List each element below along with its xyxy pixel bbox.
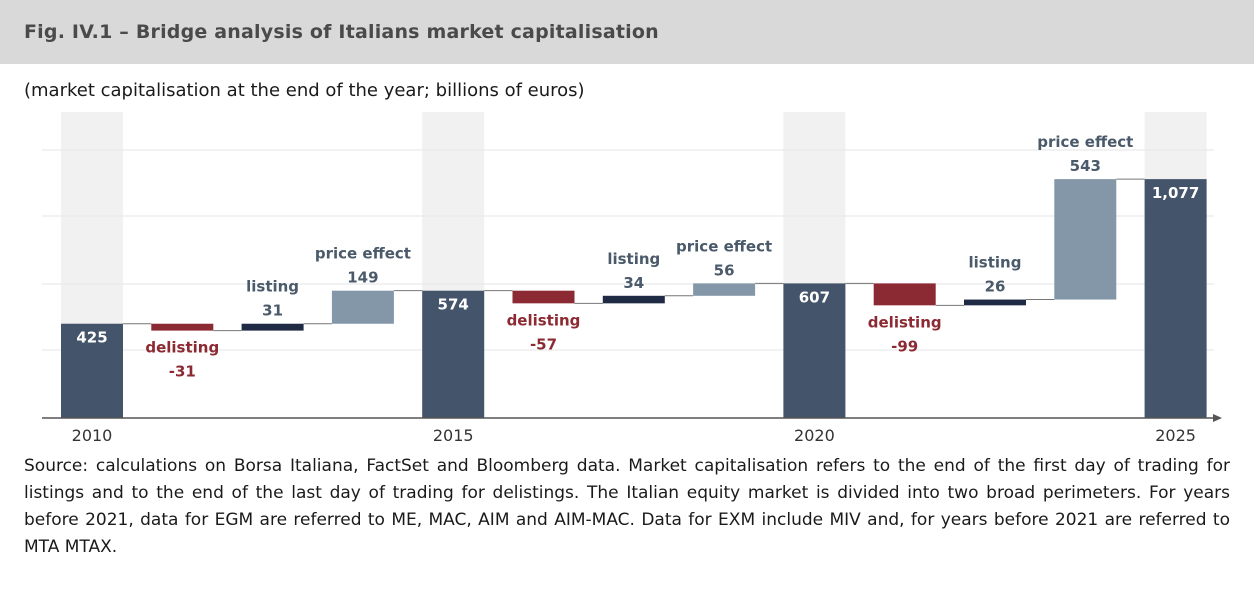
delta-value-label: -99	[891, 337, 918, 355]
x-tick-label: 2015	[433, 426, 474, 445]
waterfall-chart: 425 delisting -31 listing 31 price effect 149 5…	[42, 112, 1222, 445]
bar-labels: 425 delisting -31 listing 31 price effect 149 5…	[76, 133, 1199, 380]
x-axis: 2010 2015 2020 2025	[42, 414, 1222, 445]
figure-title-bar: Fig. IV.1 – Bridge analysis of Italians …	[0, 0, 1254, 64]
delta-category-label: delisting	[145, 339, 219, 357]
connector-lines	[123, 178, 1145, 332]
delisting-bar	[512, 290, 575, 304]
source-note: Source: calculations on Borsa Italiana, …	[24, 456, 1230, 557]
x-tick-label: 2020	[794, 426, 835, 445]
delta-category-label: delisting	[868, 313, 942, 331]
total-bar	[783, 283, 846, 418]
delta-value-label: 31	[262, 302, 283, 320]
delta-category-label: price effect	[1037, 133, 1133, 151]
bars	[61, 179, 1207, 418]
total-value-label: 574	[438, 296, 469, 314]
delta-category-label: listing	[607, 250, 660, 268]
listing-bar	[602, 295, 665, 304]
total-value-label: 1,077	[1152, 184, 1199, 202]
listing-bar	[241, 323, 304, 331]
total-value-label: 425	[76, 329, 107, 347]
delta-value-label: 56	[714, 261, 735, 279]
delta-value-label: 149	[347, 269, 378, 287]
delta-value-label: -57	[530, 335, 557, 353]
delta-value-label: 26	[985, 278, 1006, 296]
x-tick-label: 2010	[72, 426, 113, 445]
x-tick-label: 2025	[1155, 426, 1196, 445]
delta-category-label: price effect	[315, 245, 411, 263]
price-effect-bar	[331, 290, 394, 324]
figure-subtitle: (market capitalisation at the end of the…	[24, 80, 585, 101]
figure-title: Fig. IV.1 – Bridge analysis of Italians …	[24, 21, 659, 43]
total-bar	[61, 323, 123, 418]
delta-category-label: delisting	[507, 311, 581, 329]
price-effect-bar	[1054, 179, 1117, 300]
delta-value-label: -31	[169, 363, 196, 381]
price-effect-bar	[693, 283, 756, 296]
delta-category-label: listing	[246, 278, 299, 296]
total-value-label: 607	[799, 288, 830, 306]
delisting-bar	[873, 283, 936, 306]
gridlines	[42, 149, 1214, 351]
total-bar	[422, 290, 485, 418]
total-bar	[1144, 179, 1207, 418]
x-axis-arrow	[1213, 414, 1222, 422]
delisting-bar	[151, 323, 214, 331]
delta-category-label: price effect	[676, 237, 772, 255]
delta-category-label: listing	[969, 254, 1022, 272]
listing-bar	[964, 299, 1026, 306]
delta-value-label: 34	[623, 274, 644, 292]
delta-value-label: 543	[1070, 157, 1101, 175]
